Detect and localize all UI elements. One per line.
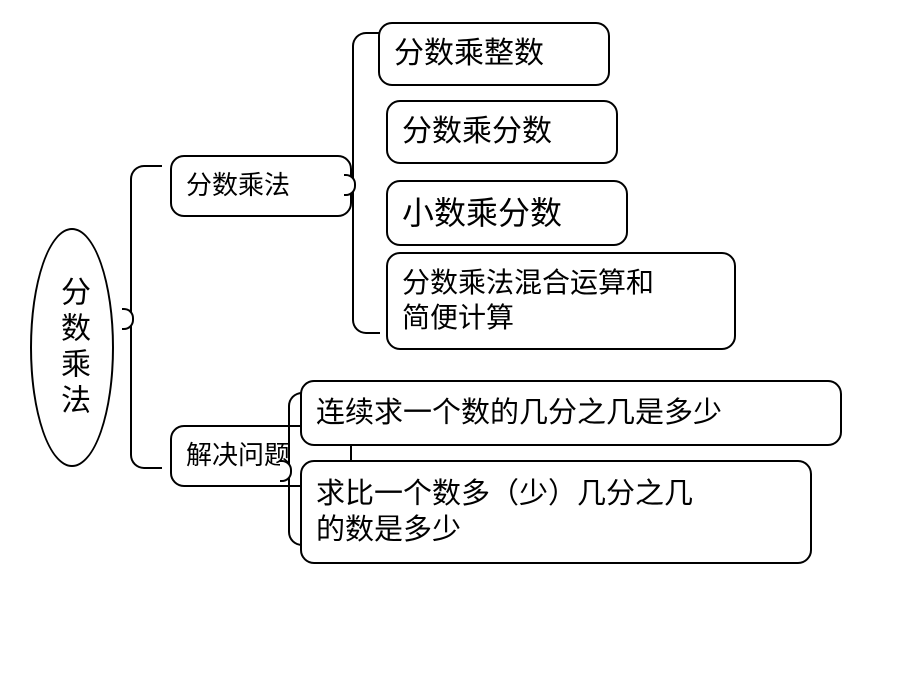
level2-node: 分数乘分数 bbox=[386, 100, 618, 164]
brace bbox=[352, 32, 380, 334]
brace bbox=[288, 392, 302, 546]
level2-node: 求比一个数多（少）几分之几 的数是多少 bbox=[300, 460, 812, 564]
level2-node: 分数乘整数 bbox=[378, 22, 610, 86]
root-label: 分数乘法 bbox=[51, 276, 93, 420]
level2-node: 小数乘分数 bbox=[386, 180, 628, 246]
brace bbox=[130, 165, 162, 469]
level2-node: 连续求一个数的几分之几是多少 bbox=[300, 380, 842, 446]
level1-node: 分数乘法 bbox=[170, 155, 352, 217]
root-node: 分数乘法 bbox=[30, 228, 114, 467]
level2-node: 分数乘法混合运算和 简便计算 bbox=[386, 252, 736, 350]
